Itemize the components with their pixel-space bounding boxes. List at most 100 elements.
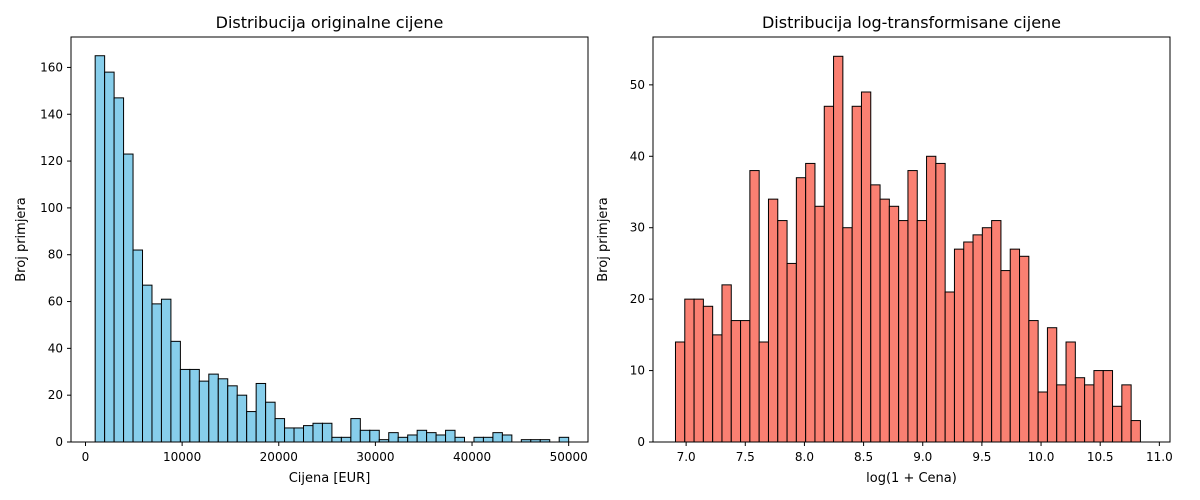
right-bar: [693, 298, 704, 443]
left-bar: [179, 368, 191, 443]
right-bar: [1009, 248, 1021, 443]
left-bar: [236, 394, 248, 443]
left-bar: [303, 425, 314, 443]
left-bar: [473, 436, 484, 443]
left-bar: [558, 436, 570, 443]
left-x-tick-label: 30000: [356, 450, 394, 464]
right-x-tick-label: 7.5: [736, 450, 755, 464]
left-bar: [246, 411, 257, 443]
left-y-tick-label: 120: [40, 154, 63, 168]
left-chart-title: Distribucija originalne cijene: [216, 13, 444, 32]
right-bar: [1074, 377, 1086, 443]
left-x-tick-label: 0: [82, 450, 90, 464]
right-bar: [1019, 255, 1030, 443]
left-bar: [350, 418, 361, 443]
left-bar: [255, 382, 267, 443]
left-y-tick-label: 100: [40, 201, 63, 215]
right-bar: [963, 241, 974, 443]
right-bar: [805, 162, 816, 443]
right-bar: [1121, 384, 1132, 443]
right-bar: [916, 220, 928, 443]
right-bar: [833, 55, 844, 443]
left-bar: [284, 427, 295, 443]
right-bar: [749, 170, 760, 443]
right-bar: [1028, 320, 1039, 443]
right-bar: [842, 227, 853, 443]
right-x-tick-label: 9.5: [972, 450, 991, 464]
left-bar: [454, 436, 465, 443]
right-bar: [888, 205, 900, 443]
right-bar: [767, 198, 779, 443]
right-bar: [1065, 341, 1076, 443]
right-bar: [972, 234, 983, 443]
right-x-axis-label: log(1 + Cena): [866, 471, 957, 486]
left-bar: [113, 97, 125, 443]
left-bar: [482, 436, 494, 443]
left-histogram: 0 10000 20000 30000 40000 50000 0 20 40 60 80 100 12…: [14, 13, 589, 486]
right-bar: [814, 205, 825, 443]
left-bar: [435, 434, 447, 443]
right-bar: [1084, 384, 1095, 443]
right-bar: [702, 305, 714, 443]
right-x-tick-label: 9.0: [913, 450, 932, 464]
right-bar: [907, 170, 918, 443]
left-x-tick-label: 50000: [550, 450, 588, 464]
right-y-tick-label: 50: [630, 78, 645, 92]
right-y-tick-label: 30: [630, 221, 645, 235]
right-bar: [1102, 370, 1114, 443]
right-bar: [795, 177, 807, 443]
left-bar: [359, 429, 371, 443]
left-bar: [142, 284, 153, 443]
left-x-tick-label: 10000: [163, 450, 201, 464]
left-bar: [388, 432, 399, 443]
left-x-axis-label: Cijena [EUR]: [289, 471, 371, 486]
left-y-tick-label: 80: [48, 248, 63, 262]
right-bar: [1000, 270, 1011, 443]
right-bar: [786, 262, 797, 443]
left-bar: [312, 422, 323, 443]
right-bar: [926, 155, 937, 443]
right-bar: [898, 220, 909, 443]
right-x-tick-label: 10.5: [1087, 450, 1114, 464]
right-bar: [721, 284, 732, 443]
left-bar: [445, 429, 456, 443]
right-bar: [935, 162, 946, 443]
left-axes-frame: [70, 36, 589, 443]
right-bar: [870, 184, 881, 443]
right-bar: [684, 298, 695, 443]
left-bar: [397, 436, 409, 443]
right-y-tick-label: 40: [630, 149, 645, 163]
left-y-axis-label: Broj primjera: [14, 197, 29, 281]
right-bar: [879, 198, 890, 443]
left-x-tick-label: 20000: [260, 450, 298, 464]
left-bar: [151, 303, 162, 443]
left-y-tick-label: 60: [48, 295, 63, 309]
right-x-tick-label: 7.0: [677, 450, 696, 464]
left-bar: [265, 401, 276, 443]
left-bar: [407, 434, 418, 443]
left-bar: [198, 380, 210, 443]
left-bar: [123, 153, 134, 443]
right-chart-title: Distribucija log-transformisane cijene: [762, 13, 1061, 32]
left-bar: [132, 249, 144, 443]
right-bar: [944, 291, 955, 443]
left-bar: [217, 378, 229, 443]
left-bar: [416, 429, 428, 443]
right-y-tick-label: 20: [630, 292, 645, 306]
right-bar: [674, 341, 686, 443]
right-bar: [740, 320, 751, 443]
left-bar: [208, 373, 219, 443]
left-bar: [104, 71, 115, 443]
right-bar: [1046, 327, 1058, 443]
left-y-tick-label: 20: [48, 388, 63, 402]
right-bar: [953, 248, 965, 443]
right-bar: [1130, 420, 1141, 443]
left-bar: [170, 340, 181, 443]
left-bar: [426, 432, 437, 443]
right-bar: [730, 320, 742, 443]
left-y-tick-label: 40: [48, 341, 63, 355]
left-bar: [227, 385, 238, 443]
left-y-tick-label: 0: [55, 435, 63, 449]
right-bar: [1112, 405, 1123, 443]
